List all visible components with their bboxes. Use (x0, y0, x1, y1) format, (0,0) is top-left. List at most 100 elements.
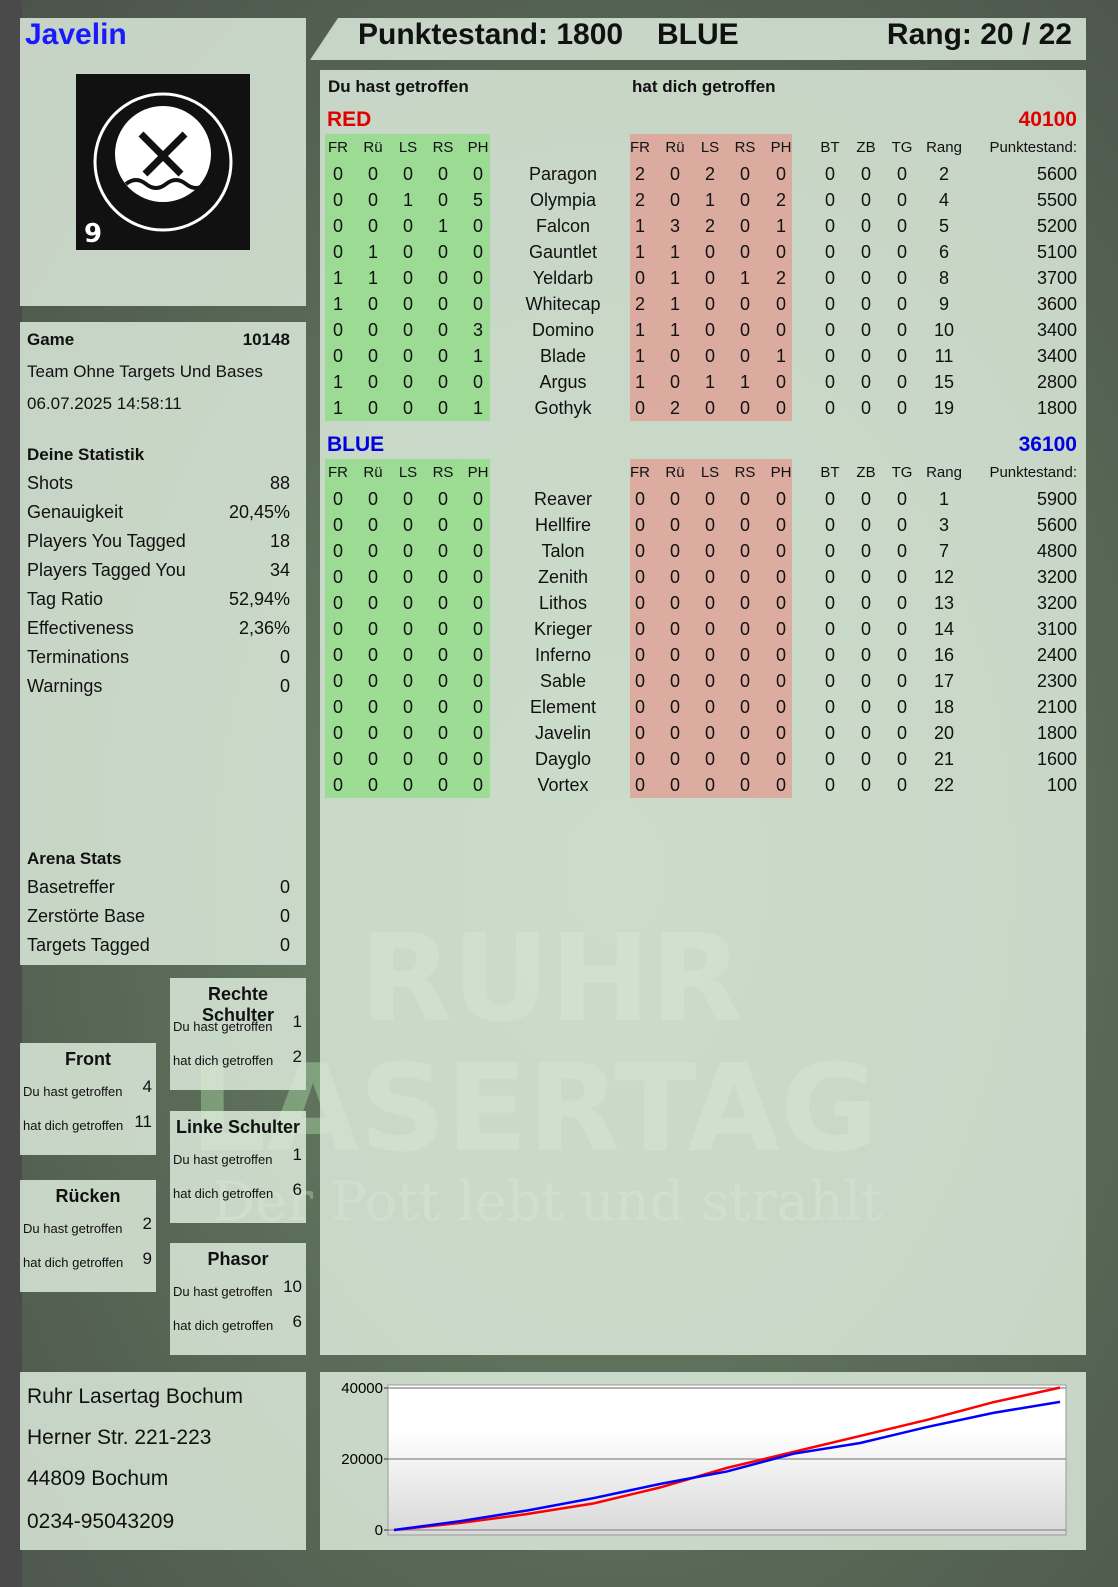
rank-cell: 17 (933, 671, 955, 691)
hit-you-cell: 0 (634, 593, 646, 613)
you-hit-cell: 0 (472, 723, 484, 743)
player-name-cell: Gothyk (534, 398, 592, 418)
hit-you-cell: 0 (739, 216, 751, 236)
zone-you-hit-value: 10 (283, 1277, 302, 1296)
player-name-cell: Argus (539, 372, 587, 392)
address-panel (20, 1372, 306, 1550)
you-hit-cell: 1 (402, 190, 414, 210)
rank-cell: 18 (933, 697, 955, 717)
address-phone: 0234-95043209 (27, 1510, 175, 1533)
zone-you-hit-value: 1 (292, 1012, 302, 1031)
tg-cell: 0 (896, 216, 908, 236)
you-hit-cell: 0 (367, 567, 379, 587)
hit-you-cell: 0 (704, 346, 716, 366)
you-hit-cell: 0 (472, 216, 484, 236)
rank-cell: 2 (938, 164, 950, 184)
you-hit-cell: 1 (472, 398, 484, 418)
hit-you-cell: 0 (704, 320, 716, 340)
you-hit-cell: 0 (402, 619, 414, 639)
zb-cell: 0 (860, 346, 872, 366)
you-hit-cell: 0 (472, 268, 484, 288)
you-hit-cell: 0 (367, 593, 379, 613)
you-hit-cell: 1 (332, 372, 344, 392)
score-cell: 5600 (1036, 164, 1077, 184)
player-name-cell: Gauntlet (528, 242, 598, 262)
you-hit-cell: 0 (402, 567, 414, 587)
you-hit-cell: 0 (437, 515, 449, 535)
zone-title: Rücken (55, 1186, 121, 1206)
stat-value: 2,36% (238, 618, 290, 638)
you-col-header: PH (467, 139, 489, 156)
hit-you-cell: 0 (739, 164, 751, 184)
zone-you-hit-label: Du hast getroffen (173, 1152, 273, 1167)
you-hit-cell: 0 (367, 619, 379, 639)
you-hit-cell: 0 (332, 619, 344, 639)
rank-cell: 6 (938, 242, 950, 262)
you-hit-block (325, 134, 490, 421)
arena-value: 0 (279, 877, 290, 897)
tg-cell: 0 (896, 619, 908, 639)
you-hit-block (325, 459, 490, 798)
stat-value: 0 (279, 647, 290, 667)
zone-you-hit-value: 4 (142, 1077, 152, 1096)
hit-you-cell: 1 (634, 242, 646, 262)
team-total: 36100 (1018, 433, 1077, 456)
extra-col-header: Rang (926, 464, 962, 481)
stat-label: Tag Ratio (27, 589, 104, 609)
you-hit-cell: 0 (472, 619, 484, 639)
you-hit-cell: 0 (437, 268, 449, 288)
header-bar (310, 18, 1086, 60)
player-name-cell: Lithos (538, 593, 588, 613)
you-hit-cell: 0 (472, 541, 484, 561)
you-hit-cell: 1 (367, 242, 379, 262)
stat-label: Players Tagged You (27, 560, 186, 580)
rank-cell: 9 (938, 294, 950, 314)
hit-you-cell: 0 (775, 697, 787, 717)
you-hit-cell: 0 (332, 671, 344, 691)
hit-you-cell: 3 (669, 216, 681, 236)
player-name-cell: Blade (539, 346, 587, 366)
hit-you-cell: 0 (704, 515, 716, 535)
hit-you-cell: 0 (634, 541, 646, 561)
you-col-header: PH (467, 464, 489, 481)
you-hit-cell: 0 (472, 697, 484, 717)
zb-cell: 0 (860, 619, 872, 639)
stat-label: Warnings (27, 676, 103, 696)
player-name-cell: Falcon (535, 216, 591, 236)
you-hit-cell: 0 (367, 320, 379, 340)
zb-cell: 0 (860, 697, 872, 717)
hit-you-cell: 1 (704, 190, 716, 210)
stat-label: Genauigkeit (27, 502, 124, 522)
stats-panel (20, 322, 306, 965)
them-col-header: RS (734, 464, 756, 481)
arena-label: Basetreffer (27, 877, 115, 897)
zone-hit-you-label: hat dich getroffen (173, 1053, 274, 1068)
zb-cell: 0 (860, 775, 872, 795)
you-hit-cell: 0 (402, 489, 414, 509)
you-hit-cell: 0 (332, 515, 344, 535)
you-hit-cell: 0 (437, 541, 449, 561)
you-hit-cell: 0 (367, 697, 379, 717)
you-hit-cell: 0 (437, 671, 449, 691)
hit-you-cell: 0 (634, 749, 646, 769)
hit-you-cell: 0 (669, 749, 681, 769)
score-cell: 5100 (1036, 242, 1077, 262)
hit-you-block (630, 134, 792, 421)
hit-you-cell: 0 (634, 723, 646, 743)
bt-cell: 0 (824, 671, 836, 691)
you-hit-cell: 0 (472, 645, 484, 665)
you-hit-cell: 0 (402, 723, 414, 743)
hit-you-cell: 0 (669, 164, 681, 184)
hit-you-cell: 0 (669, 346, 681, 366)
zb-cell: 0 (860, 190, 872, 210)
them-col-header: RS (734, 139, 756, 156)
team-name: RED (327, 108, 372, 131)
hit-you-cell: 0 (634, 268, 646, 288)
address-street: Herner Str. 221-223 (27, 1426, 212, 1449)
player-name-cell: Zenith (537, 567, 589, 587)
hit-you-cell: 2 (775, 268, 787, 288)
zb-cell: 0 (860, 515, 872, 535)
tg-cell: 0 (896, 749, 908, 769)
hit-you-cell: 1 (634, 346, 646, 366)
zb-cell: 0 (860, 242, 872, 262)
